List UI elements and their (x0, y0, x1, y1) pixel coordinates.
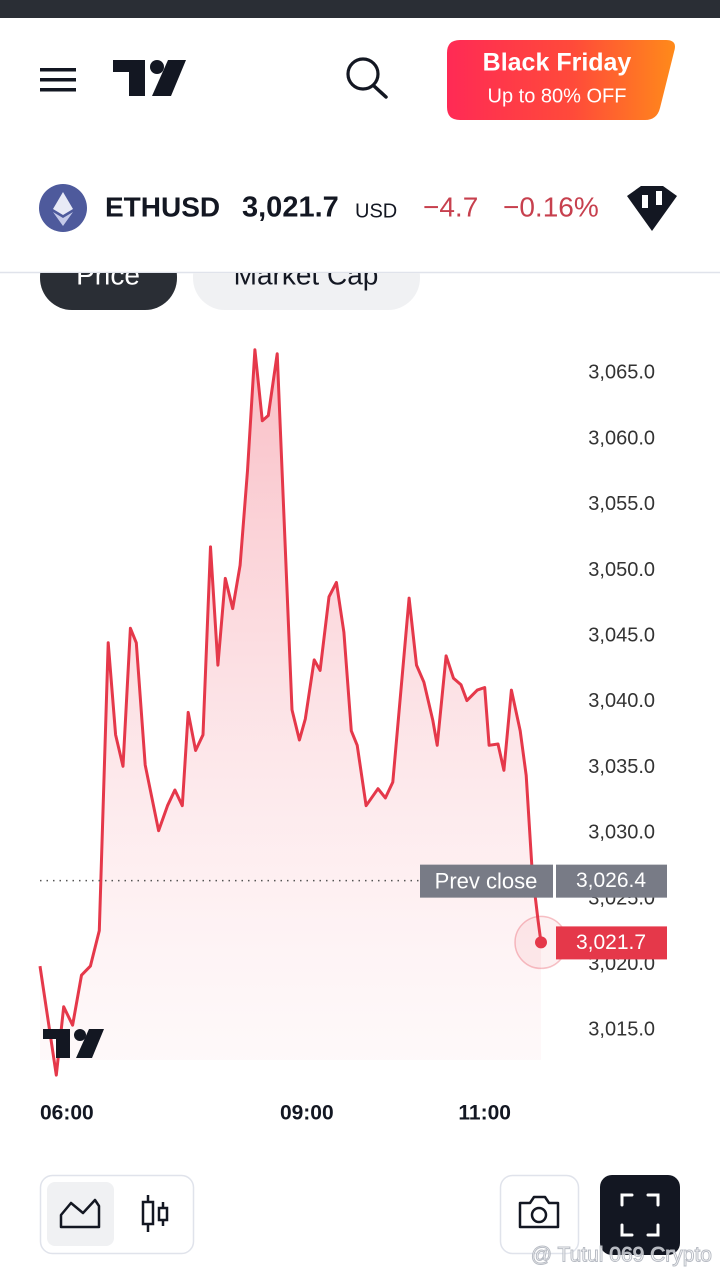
search-icon (346, 57, 380, 91)
menu-line (40, 78, 76, 82)
watermark: @ Tutul 069 Crypto (531, 1244, 712, 1267)
change: −4.7 (423, 191, 478, 222)
prev-close-value: 3,026.4 (576, 869, 646, 892)
y-tick-label: 3,050.0 (588, 559, 655, 581)
logo-dot (150, 60, 164, 74)
y-tick-label: 3,040.0 (588, 690, 655, 712)
symbol: ETHUSD (105, 191, 220, 222)
last-value-tag (556, 926, 667, 960)
candle-button[interactable] (141, 1195, 169, 1232)
tab-active[interactable] (40, 245, 177, 310)
y-tick-label: 3,035.0 (588, 756, 655, 778)
tabs: Price Market Cap (40, 245, 420, 310)
promo-title: Black Friday (483, 49, 632, 77)
snapshot-bg (499, 1174, 580, 1255)
last-value-label: 3,021.7 (576, 931, 646, 954)
menu-line (40, 68, 76, 72)
promo-subtitle: Up to 80% OFF (488, 85, 627, 107)
y-tick-label: 3,060.0 (588, 427, 655, 449)
camera-icon (518, 1195, 560, 1229)
x-tick-label: 09:00 (280, 1102, 334, 1125)
promo-bg (447, 40, 675, 120)
currency: USD (355, 200, 397, 222)
chart-style-toggle (39, 1174, 195, 1255)
snapshot-button[interactable] (499, 1174, 580, 1255)
logo-slash (152, 60, 186, 96)
camera-lens (530, 1206, 548, 1224)
prev-close-tag (420, 864, 553, 898)
price-line (38, 348, 543, 1077)
icon-shape (627, 186, 677, 231)
y-tick-label: 3,055.0 (588, 493, 655, 515)
last-point (535, 936, 547, 949)
fullscreen-button[interactable] (600, 1175, 680, 1255)
logo[interactable] (113, 60, 186, 96)
logo-stem (129, 60, 145, 96)
search-handle (372, 84, 388, 99)
x-tick-label: 06:00 (40, 1102, 94, 1125)
y-tick-label: 3,065.0 (588, 362, 655, 384)
tab-label: Price (76, 259, 140, 290)
fullscreen-icon (620, 1193, 660, 1237)
chart: 3,015.03,020.03,025.03,030.03,035.03,040… (38, 348, 667, 1125)
menu-button[interactable] (40, 68, 76, 92)
area-button[interactable] (47, 1182, 114, 1246)
status-bar (0, 0, 720, 18)
price: 3,021.7 (242, 192, 339, 224)
prev-close-value-tag (556, 864, 667, 898)
tab[interactable] (193, 245, 420, 310)
y-tick-label: 3,030.0 (588, 822, 655, 844)
y-tick-label: 3,045.0 (588, 625, 655, 647)
area-icon (59, 1198, 101, 1229)
tab-label: Market Cap (234, 259, 379, 290)
menu-line (40, 88, 76, 92)
area (40, 349, 541, 1076)
search-button[interactable] (346, 57, 388, 99)
x-tick-label: 11:00 (458, 1102, 511, 1125)
chart-watermark-logo (43, 1029, 104, 1058)
y-tick-label: 3,015.0 (588, 1019, 655, 1041)
eth-diamond-low (53, 212, 73, 226)
change-percent: −0.16% (503, 191, 599, 222)
eth-diamond (53, 192, 73, 215)
icon-candle (656, 191, 662, 205)
chart-type-icon[interactable] (627, 186, 677, 231)
prev-close-label: Prev close (435, 868, 538, 893)
fullscreen-bg (600, 1175, 680, 1255)
promo-button[interactable]: Black Friday Up to 80% OFF (447, 40, 675, 120)
icon-candle (642, 195, 648, 208)
ticker-row: ETHUSD 3,021.7 USD −4.7 −0.16% (39, 184, 677, 232)
